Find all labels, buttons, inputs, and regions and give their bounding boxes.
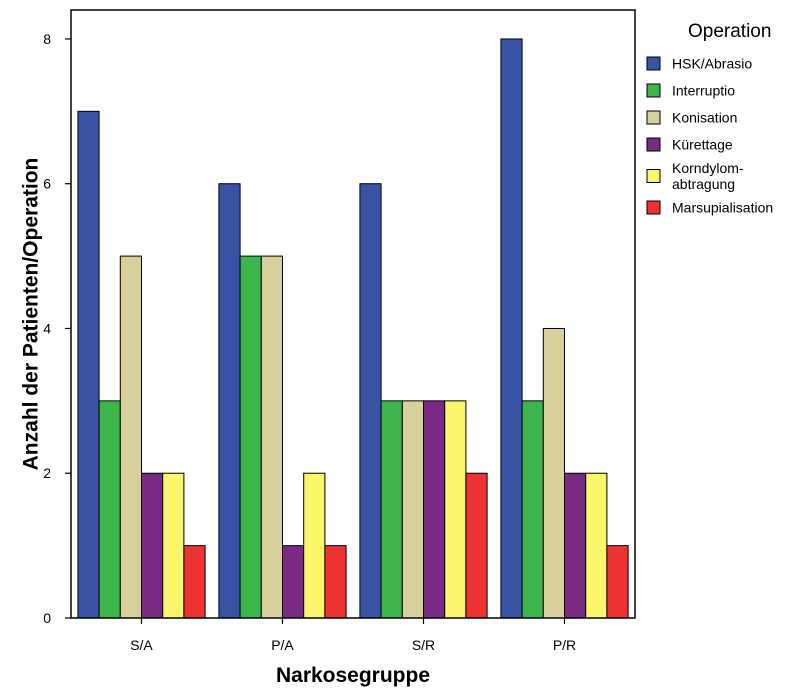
y-tick-label: 6 (43, 176, 51, 192)
bar (500, 38, 523, 619)
bar (401, 400, 424, 619)
bar (465, 472, 488, 619)
bar (119, 255, 143, 619)
x-tick-label: S/R (412, 637, 435, 653)
legend-swatch (646, 110, 661, 125)
legend-swatch (646, 56, 661, 71)
bar (606, 545, 629, 619)
bar (423, 400, 446, 619)
x-tick-label: S/A (130, 637, 153, 653)
legend-swatch (646, 83, 661, 98)
y-tick-label: 8 (43, 31, 51, 47)
bar (183, 545, 206, 619)
bar (444, 400, 467, 619)
y-axis-title: Anzahl der Patienten/Operation (19, 158, 42, 471)
legend-title: Operation (688, 21, 771, 42)
legend-label: Marsupialisation (672, 200, 773, 216)
bar (585, 472, 608, 619)
x-tick-label: P/A (271, 637, 294, 653)
legend-swatch (646, 137, 661, 152)
bar (521, 400, 544, 619)
legend-swatch (646, 169, 661, 183)
legend-label: Konisation (672, 110, 737, 126)
bars-group (77, 38, 629, 619)
legend-label: Korndylom-abtragung (672, 160, 744, 192)
bar (303, 472, 326, 619)
y-tick-label: 4 (43, 320, 51, 336)
bar (239, 255, 262, 619)
legend: Operation HSK/Abrasio Interruptio Konisati… (646, 21, 773, 216)
bar (260, 255, 283, 619)
y-tick-label: 0 (43, 610, 51, 626)
legend-label: Interruptio (672, 83, 735, 99)
bar (98, 400, 121, 619)
x-axis-title: Narkosegruppe (276, 664, 430, 687)
legend-label: Kürettage (672, 137, 733, 153)
bar (564, 472, 587, 619)
bar (282, 545, 305, 619)
bar (218, 183, 241, 619)
legend-label: HSK/Abrasio (672, 56, 752, 72)
x-tick-label: P/R (553, 637, 576, 653)
bar (542, 327, 565, 619)
bar (324, 545, 347, 619)
x-axis: S/A P/A S/R P/R (130, 618, 576, 653)
bar (380, 400, 403, 619)
y-tick-label: 2 (43, 465, 51, 481)
legend-swatch (646, 200, 661, 215)
bar (162, 472, 185, 619)
plot-frame (70, 9, 636, 619)
bar (77, 110, 100, 619)
y-axis: 0 2 4 6 8 (43, 31, 71, 626)
bar (141, 472, 164, 619)
bar (359, 183, 382, 619)
